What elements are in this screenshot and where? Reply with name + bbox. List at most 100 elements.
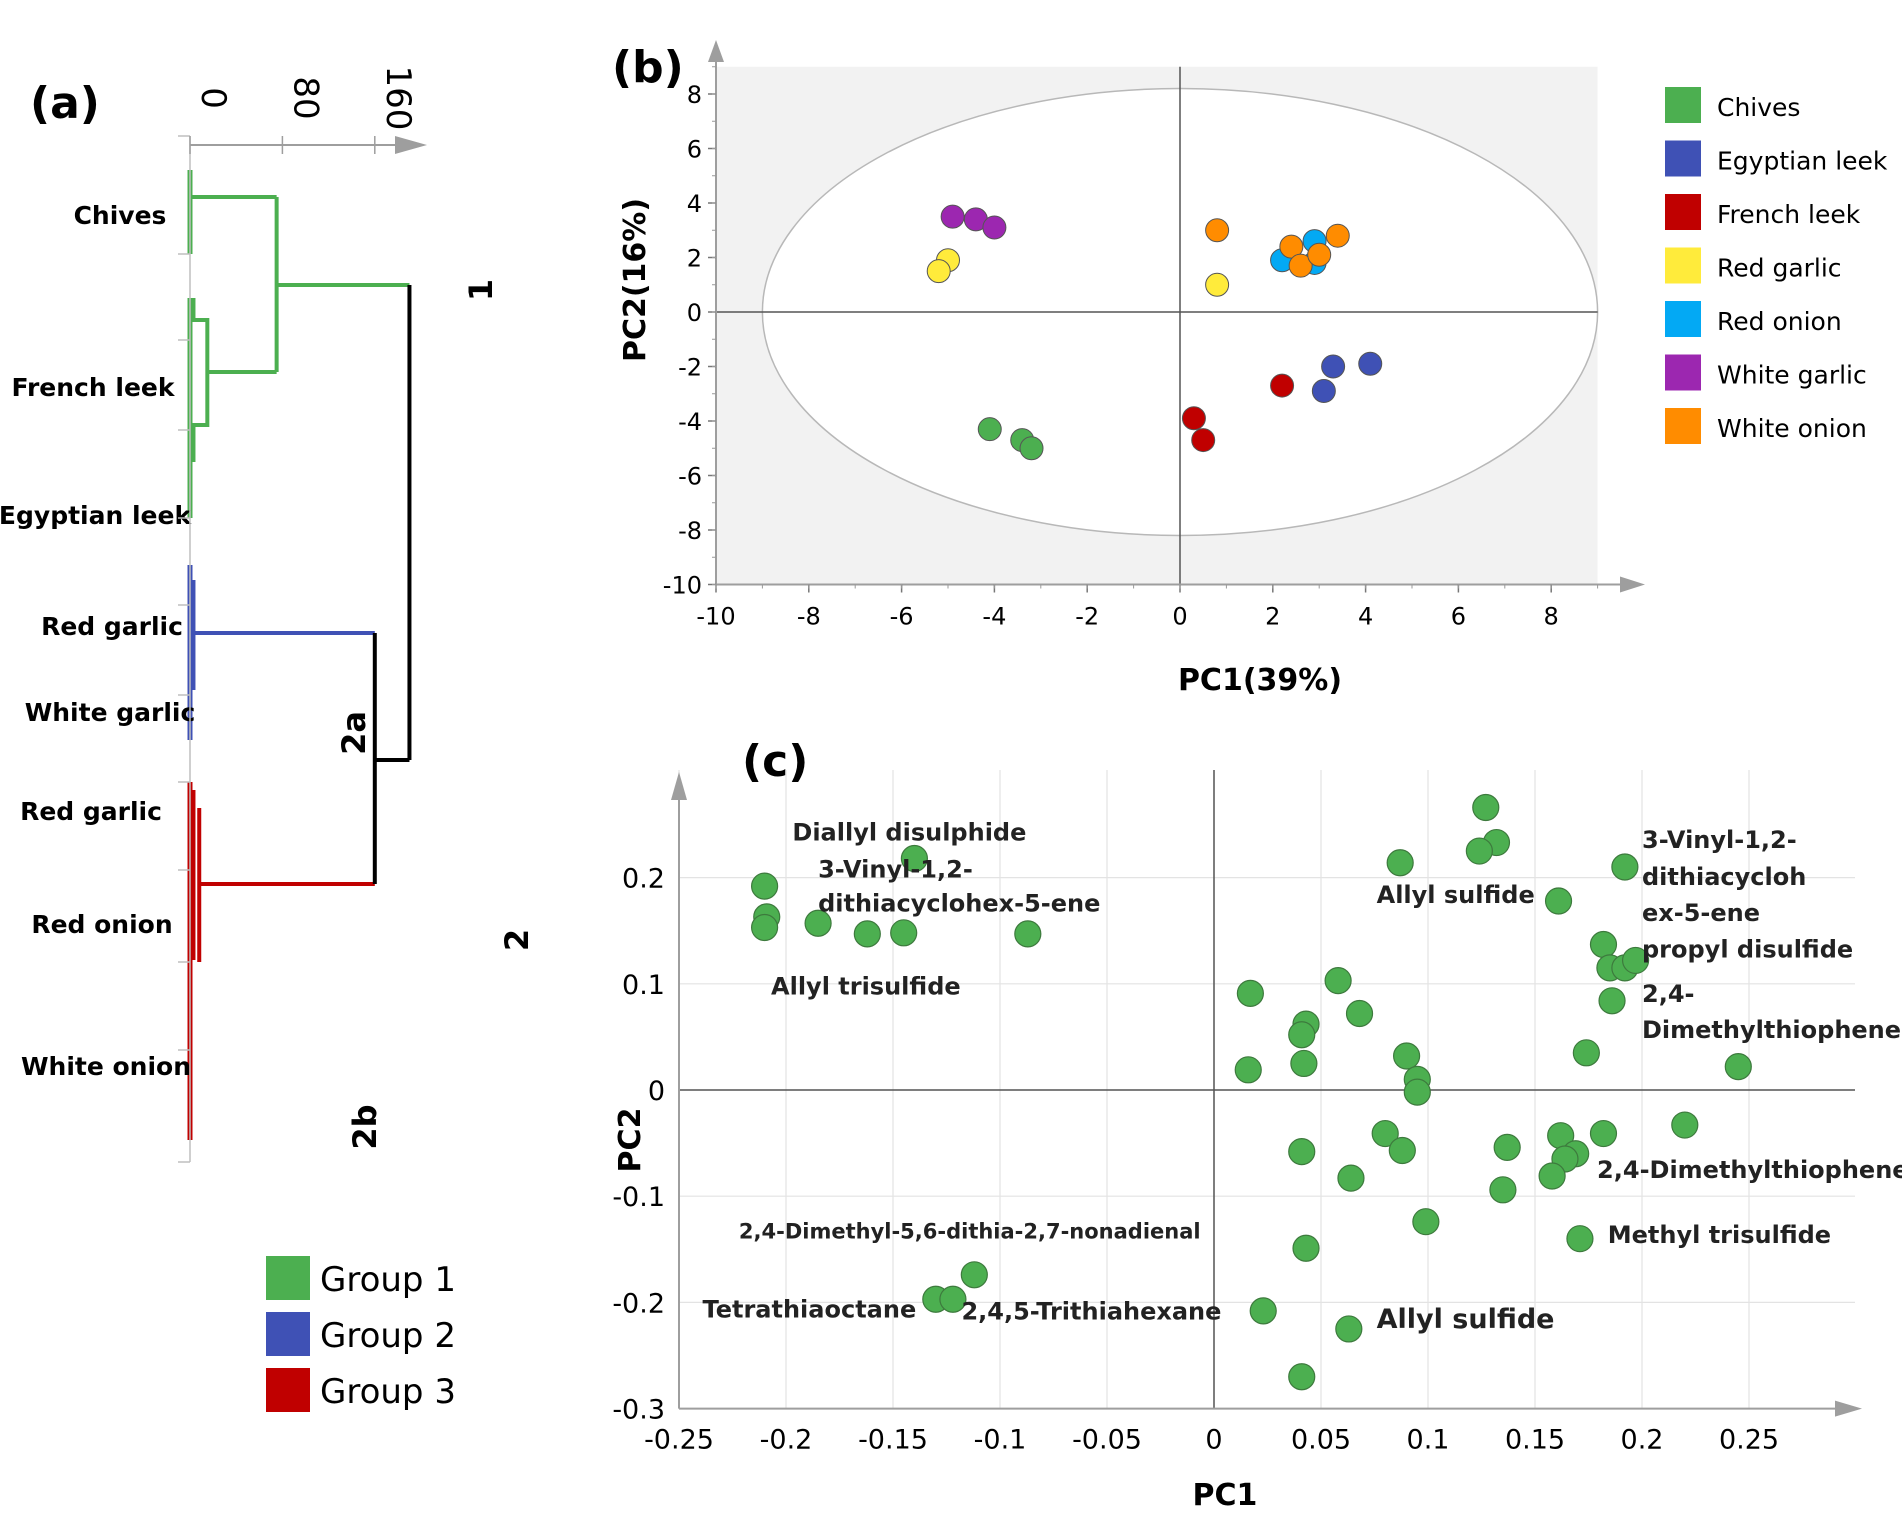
score-point-chives	[977, 417, 1002, 442]
loading-point	[1337, 1164, 1365, 1192]
x-tick-label: 0.05	[1291, 1425, 1351, 1456]
scores-legend: Chives Egyptian leek French leek Red garlic…	[1665, 87, 1888, 444]
annotation-label: Tetrathiaoctane	[703, 1295, 917, 1323]
loading-point	[1386, 849, 1414, 877]
x-tick-label: 8	[1544, 603, 1559, 631]
legend-swatch	[1665, 247, 1701, 284]
score-point-egyptian-leek	[1311, 379, 1336, 404]
loading-point	[1403, 1078, 1431, 1106]
score-point-chives	[1019, 436, 1044, 461]
loading-point	[1234, 1056, 1262, 1084]
loading-point	[1544, 887, 1573, 915]
loading-point	[900, 844, 929, 873]
loadings-x-axis-label: PC1	[1193, 1478, 1258, 1513]
loading-point	[1538, 1162, 1566, 1190]
annotation-label: ex-5-ene	[1642, 899, 1760, 927]
legend-label: French leek	[1717, 200, 1861, 229]
panel-c-label: (c)	[742, 736, 808, 787]
scores-y-axis-label: PC2(16%)	[618, 198, 653, 362]
loading-point	[1249, 1297, 1277, 1325]
x-tick-label: -4	[982, 603, 1006, 631]
score-point-white-garlic	[940, 204, 965, 229]
legend-label: Red garlic	[1717, 254, 1842, 283]
x-tick-label: 6	[1451, 603, 1466, 631]
y-tick-label: 6	[687, 136, 702, 164]
x-tick-label: 4	[1358, 603, 1373, 631]
loading-point	[1489, 1176, 1517, 1204]
score-point-egyptian-leek	[1358, 351, 1383, 376]
y-tick-label: -0.3	[612, 1395, 665, 1426]
loading-point	[1288, 1137, 1316, 1166]
legend-swatch	[266, 1312, 310, 1356]
annotation-label: dithiacycloh	[1642, 863, 1806, 891]
x-tick-label: -10	[696, 603, 735, 631]
y-tick-label: -0.2	[612, 1288, 665, 1319]
x-tick-label: -6	[890, 603, 914, 631]
scores-x-axis-label: PC1(39%)	[1178, 663, 1342, 698]
loading-point	[1412, 1208, 1440, 1236]
legend-swatch	[1665, 408, 1701, 444]
scores-points	[926, 204, 1383, 461]
annotation-label: 3-Vinyl-1,2-	[1642, 826, 1797, 854]
x-tick-label: -0.05	[1072, 1425, 1142, 1456]
loading-point	[1288, 1363, 1316, 1391]
score-point-white-onion	[1325, 223, 1350, 248]
score-point-egyptian-leek	[1321, 354, 1346, 379]
loading-point	[1465, 837, 1493, 865]
loading-point	[1392, 1042, 1421, 1070]
dendro-tick-label: 0	[193, 87, 233, 109]
annotation-label: Allyl sulfide	[1377, 881, 1535, 909]
leaf-label: Egyptian leek	[0, 501, 192, 530]
loading-point	[1290, 1049, 1318, 1078]
loading-point	[1598, 987, 1626, 1015]
x-tick-label: -8	[797, 603, 821, 631]
panel-a-label: (a)	[30, 78, 100, 129]
loading-point	[1589, 1119, 1618, 1148]
leaf-label: White garlic	[25, 698, 196, 727]
loading-point	[804, 909, 832, 937]
leaf-label: Red garlic	[41, 612, 183, 641]
dendrogram-tree	[187, 170, 412, 1140]
annotation-label: Dimethylthiophene	[1642, 1016, 1901, 1044]
loading-point	[1371, 1119, 1399, 1148]
y-tick-label: -8	[678, 517, 702, 545]
x-axis-arrow	[1620, 576, 1645, 593]
annotation-label: 3-Vinyl-1,2-	[818, 856, 973, 884]
y-axis-arrow	[671, 772, 687, 800]
dendrogram-legend: Group 1 Group 2 Group 3	[266, 1256, 456, 1412]
score-point-french-leek	[1181, 406, 1206, 431]
dendrogram-panel: (a) Chives French leek Egyptian leek Red ga…	[0, 66, 536, 1412]
score-point-white-onion	[1205, 218, 1230, 243]
dendro-tick-label: 160	[378, 66, 418, 131]
annotation-label: Methyl trisulfide	[1608, 1221, 1831, 1249]
score-point-french-leek	[1191, 428, 1216, 453]
loading-point	[1014, 920, 1042, 948]
pca-scores-panel: (b) 8 6 4 2 0 -2 -4 -6 -8 -10 -10 -8 -6 -4 -2 0 2 4 6 8 Chi…	[612, 40, 1888, 698]
y-tick-label: 0.2	[622, 864, 665, 895]
legend-swatch	[1665, 301, 1701, 337]
loading-point	[750, 872, 779, 900]
y-tick-label: -6	[678, 463, 702, 491]
legend-swatch	[266, 1368, 310, 1412]
x-tick-label: 0.1	[1407, 1425, 1450, 1456]
dendrogram-cluster-labels: 1 2 2a 2b	[335, 279, 536, 1150]
loading-point	[1566, 1225, 1594, 1253]
cluster-label: 1	[462, 279, 500, 301]
loading-point	[1388, 1136, 1416, 1165]
legend-label: White garlic	[1717, 361, 1867, 390]
dendrogram-axis: 0 80 160	[189, 66, 427, 154]
loadings-points	[750, 793, 1752, 1391]
loading-point	[1345, 999, 1374, 1028]
loadings-axes: 0.2 0.1 0 -0.1 -0.2 -0.3-0.25 -0.2 -0.15 -0.1 -0.…	[612, 770, 1862, 1456]
loading-point	[1611, 853, 1639, 881]
loading-point	[1236, 979, 1264, 1007]
loading-point	[939, 1285, 967, 1313]
x-tick-label: 0.25	[1719, 1425, 1779, 1456]
loading-point	[1589, 930, 1618, 959]
legend-label: Group 2	[320, 1316, 456, 1356]
legend-swatch	[1665, 87, 1701, 123]
x-axis-arrow	[1835, 1400, 1862, 1417]
cluster-label: 2a	[335, 711, 373, 755]
y-tick-label: -2	[678, 354, 702, 382]
